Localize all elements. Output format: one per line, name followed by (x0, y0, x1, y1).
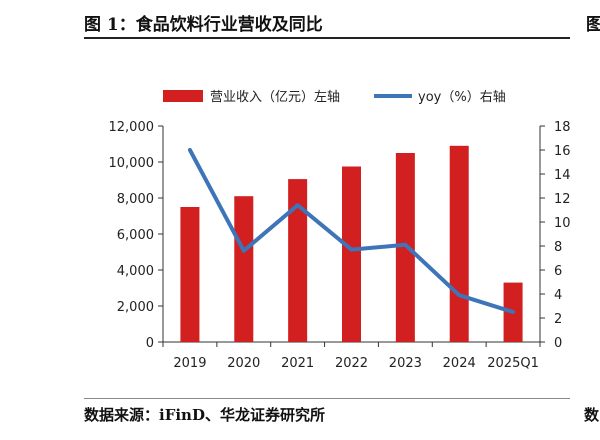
figure-title: 图 1：食品饮料行业营收及同比 (84, 15, 323, 35)
title-rule (84, 37, 570, 39)
legend-swatch-revenue (163, 90, 203, 102)
y-left-tick-label: 10,000 (109, 156, 155, 171)
bar-revenue (288, 179, 308, 342)
line-yoy (187, 148, 516, 314)
bar-revenue (342, 166, 361, 342)
source-rule (84, 398, 570, 399)
x-tick-label: 2023 (389, 356, 422, 371)
adjacent-figure-source-fragment: 数 (584, 406, 600, 424)
x-tick-label: 2024 (443, 356, 476, 371)
bar-revenue (449, 145, 469, 342)
y-left-tick-label: 0 (146, 336, 154, 351)
y-right-tick-label: 8 (554, 240, 562, 255)
y-left-tick-label: 2,000 (117, 300, 154, 315)
y-left-tick-label: 6,000 (117, 228, 154, 243)
figure-source: 数据来源：iFinD、华龙证券研究所 (84, 406, 325, 424)
y-right-tick-label: 14 (554, 168, 571, 183)
bar-revenue (180, 207, 200, 342)
legend-label-yoy: yoy（%）右轴 (418, 90, 506, 105)
x-tick-label: 2019 (173, 356, 206, 371)
y-right-tick-label: 16 (554, 144, 571, 159)
y-left-tick-label: 12,000 (109, 120, 155, 135)
bar-revenue (234, 196, 254, 342)
x-tick-label: 2022 (335, 356, 368, 371)
y-right-tick-label: 4 (554, 288, 562, 303)
y-right-tick-label: 10 (554, 216, 571, 231)
y-right-tick-label: 12 (554, 192, 571, 207)
y-left-tick-label: 8,000 (117, 192, 154, 207)
y-right-tick-label: 2 (554, 312, 562, 327)
legend-label-revenue: 营业收入（亿元）左轴 (210, 90, 340, 105)
adjacent-figure-title-fragment: 图 (586, 15, 600, 35)
x-tick-label: 2020 (227, 356, 260, 371)
y-left-tick-label: 4,000 (117, 264, 154, 279)
x-tick-label: 2021 (281, 356, 314, 371)
y-right-tick-label: 6 (554, 264, 562, 279)
x-tick-label: 2025Q1 (487, 356, 539, 371)
y-right-tick-label: 0 (554, 336, 562, 351)
y-right-tick-label: 18 (554, 120, 571, 135)
